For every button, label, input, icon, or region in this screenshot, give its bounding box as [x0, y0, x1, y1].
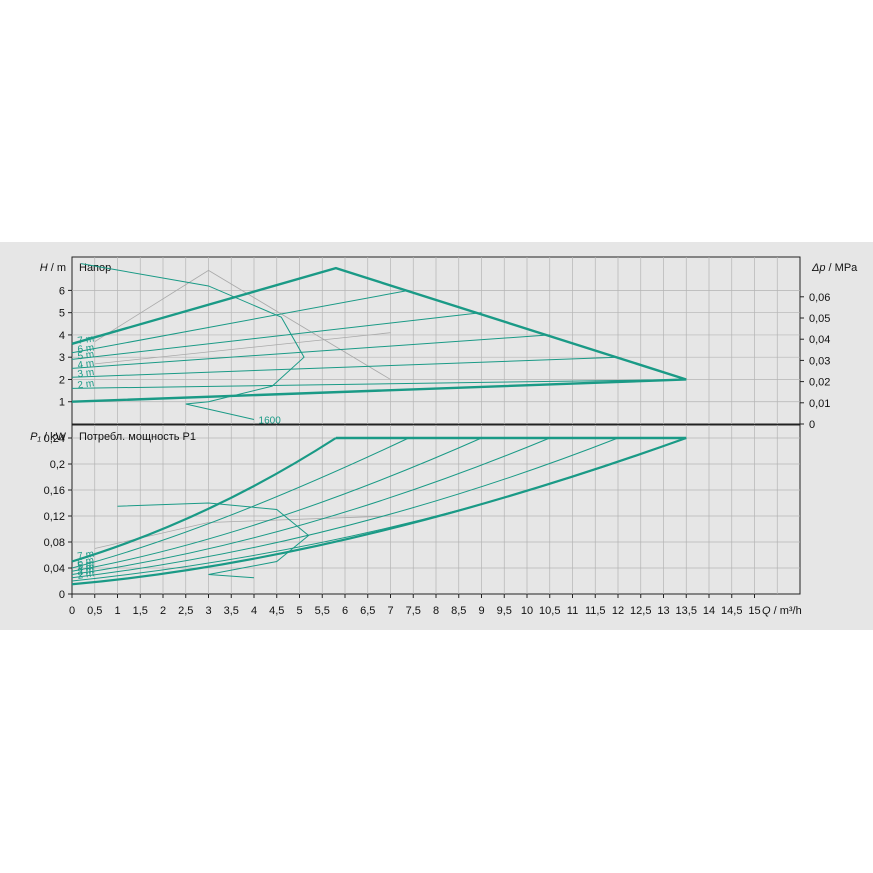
- head-curve-series: [71, 356, 619, 378]
- x-tick-label: 8: [433, 605, 439, 617]
- head-curve-label: 4 m: [77, 358, 95, 371]
- upper-right-tick-label: 0: [809, 419, 815, 431]
- upper-right-tick-label: 0,01: [809, 398, 830, 410]
- upper-left-tick-label: 4: [59, 330, 65, 342]
- head-curve-label: 5 m: [77, 349, 95, 362]
- lower-left-tick-label: 0: [59, 589, 65, 601]
- x-tick-label: 7,5: [406, 605, 421, 617]
- head-efficiency-label: 1600: [259, 416, 282, 427]
- lower-left-tick-label: 0,16: [44, 485, 65, 497]
- x-axis-label: Q / m³/h: [762, 605, 802, 617]
- x-tick-label: 10,5: [539, 605, 560, 617]
- power-curve-label: 7 m: [77, 549, 95, 563]
- lower-left-tick-label: 0,12: [44, 511, 65, 523]
- head-envelope: [71, 266, 687, 403]
- power-curve-series: [71, 437, 482, 572]
- upper-right-tick-label: 0,03: [809, 355, 830, 367]
- power-curve-series: [71, 437, 550, 575]
- head-curve-label: 6 m: [77, 343, 95, 356]
- power-curve-label: 2 m: [77, 568, 95, 582]
- upper-left-tick-label: 6: [59, 285, 65, 297]
- power-curve-label: 5 m: [77, 558, 95, 572]
- x-tick-label: 2: [160, 605, 166, 617]
- lower-chart-title: Потребл. мощность P1: [79, 431, 196, 443]
- upper-right-tick-label: 0,05: [809, 313, 830, 325]
- upper-left-tick-label: 1: [59, 397, 65, 409]
- x-tick-label: 4: [251, 605, 257, 617]
- x-tick-label: 1: [114, 605, 120, 617]
- x-tick-label: 13,5: [676, 605, 697, 617]
- lower-grey-reference: [94, 515, 391, 549]
- lower-left-tick-label: 0,08: [44, 537, 65, 549]
- x-tick-label: 9: [478, 605, 484, 617]
- x-tick-label: 3: [205, 605, 211, 617]
- upper-right-tick-label: 0,02: [809, 377, 830, 389]
- power-efficiency-curve: [117, 502, 310, 579]
- x-tick-label: 6: [342, 605, 348, 617]
- x-tick-label: 4,5: [269, 605, 284, 617]
- upper-grey-reference: [94, 332, 391, 365]
- power-curve-series: [71, 437, 337, 563]
- x-tick-label: 13: [657, 605, 669, 617]
- lower-y-axis-label: P₁ / kW: [30, 431, 66, 443]
- head-efficiency-curve: [81, 263, 305, 421]
- power-curve-label: 4 m: [77, 562, 95, 576]
- x-tick-label: 0,5: [87, 605, 102, 617]
- chart-panel: [0, 242, 873, 630]
- x-tick-label: 6,5: [360, 605, 375, 617]
- head-curve-series: [71, 289, 409, 354]
- x-tick-label: 12: [612, 605, 624, 617]
- x-tick-label: 2,5: [178, 605, 193, 617]
- x-tick-label: 8,5: [451, 605, 466, 617]
- power-curve-series: [71, 437, 687, 582]
- x-tick-label: 5: [296, 605, 302, 617]
- x-tick-label: 5,5: [315, 605, 330, 617]
- x-tick-label: 11: [567, 605, 578, 617]
- head-curve-series: [71, 312, 482, 360]
- head-curve-label: 3 m: [77, 367, 95, 380]
- x-tick-label: 9,5: [497, 605, 512, 617]
- upper-y-axis-label: H / m: [40, 262, 66, 274]
- x-tick-label: 10: [521, 605, 533, 617]
- power-curve-label: 3 m: [77, 565, 95, 579]
- x-tick-label: 7: [387, 605, 393, 617]
- head-curve-series: [71, 378, 687, 389]
- upper-left-tick-label: 3: [59, 352, 65, 364]
- upper-right-tick-label: 0,04: [809, 334, 830, 346]
- x-tick-label: 15: [748, 605, 760, 617]
- head-curve-label: 2 m: [77, 378, 95, 391]
- power-curve-series: [71, 436, 687, 586]
- x-tick-label: 14: [703, 605, 715, 617]
- x-tick-label: 1,5: [133, 605, 148, 617]
- power-curve-series: [71, 437, 409, 569]
- lower-left-tick-label: 0,2: [50, 459, 65, 471]
- head-curve-series: [71, 334, 550, 369]
- x-tick-label: 12,5: [630, 605, 651, 617]
- x-tick-label: 3,5: [224, 605, 239, 617]
- lower-left-tick-label: 0,24: [44, 433, 65, 445]
- power-curve-label: 6 m: [77, 555, 95, 569]
- x-tick-label: 0: [69, 605, 75, 617]
- upper-left-tick-label: 5: [59, 308, 65, 320]
- upper-right-tick-label: 0,06: [809, 292, 830, 304]
- x-tick-label: 11,5: [585, 605, 606, 617]
- lower-left-tick-label: 0,04: [44, 563, 65, 575]
- power-curve-series: [71, 437, 619, 579]
- upper-left-tick-label: 2: [59, 374, 65, 386]
- upper-grey-reference: [94, 269, 391, 380]
- upper-right-axis-label: Δp / MPa: [811, 262, 858, 274]
- x-tick-label: 14,5: [721, 605, 742, 617]
